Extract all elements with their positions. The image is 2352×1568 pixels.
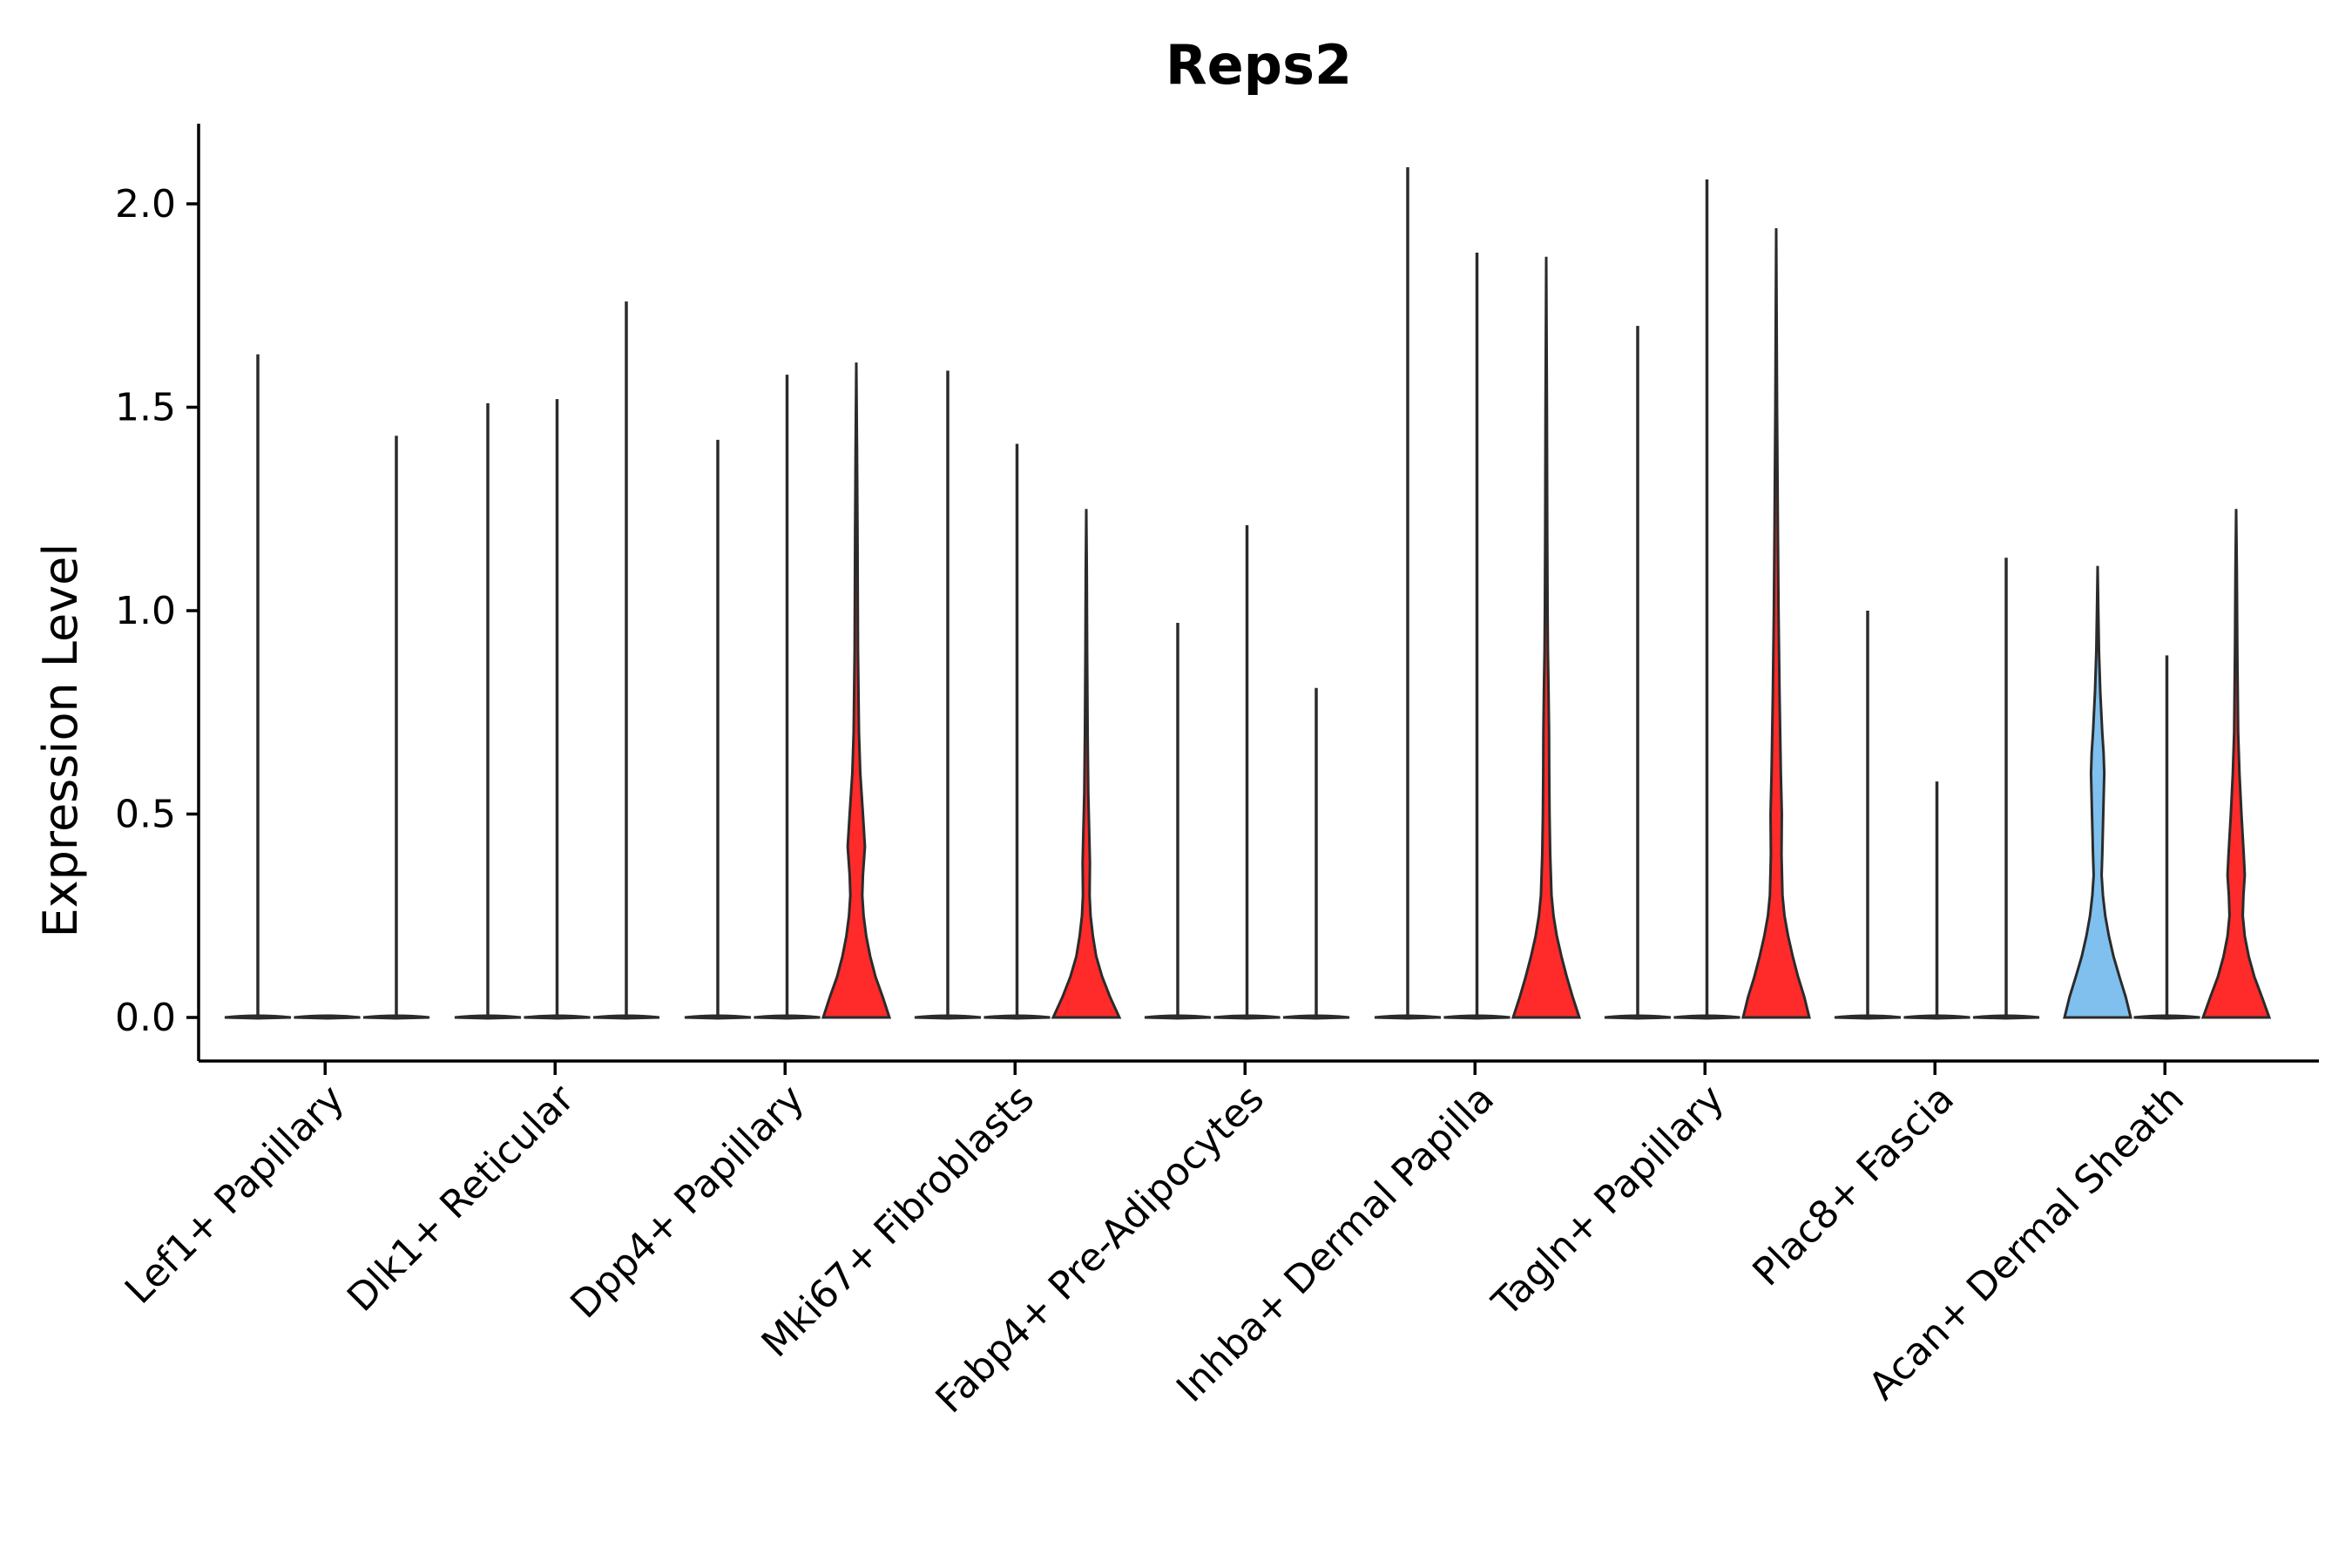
violin-shape xyxy=(1511,256,1582,1019)
y-tick-label: 1.0 xyxy=(115,589,176,633)
y-tick-label: 1.5 xyxy=(115,386,176,430)
violin-shape xyxy=(2063,565,2132,1019)
x-tick-label: Dpp4+ Papillary xyxy=(562,1077,813,1328)
x-tick-label: Plac8+ Fascia xyxy=(1745,1077,1963,1295)
y-tick-label: 0.0 xyxy=(115,996,176,1040)
y-tick-label: 0.5 xyxy=(115,793,176,837)
x-tick-label: Dlk1+ Reticular xyxy=(339,1076,584,1321)
violin-shape xyxy=(1741,228,1811,1019)
violin-shape xyxy=(821,362,892,1019)
violin-base xyxy=(294,1014,361,1020)
y-axis-label: Expression Level xyxy=(33,544,88,938)
violin-shape xyxy=(2200,509,2272,1019)
chart-title: Reps2 xyxy=(1166,33,1352,97)
x-tick-label: Tagln+ Papillary xyxy=(1484,1077,1733,1326)
x-tick-label: Lef1+ Papillary xyxy=(117,1077,353,1313)
y-tick-label: 2.0 xyxy=(115,182,176,226)
violin-shape xyxy=(1051,509,1122,1019)
